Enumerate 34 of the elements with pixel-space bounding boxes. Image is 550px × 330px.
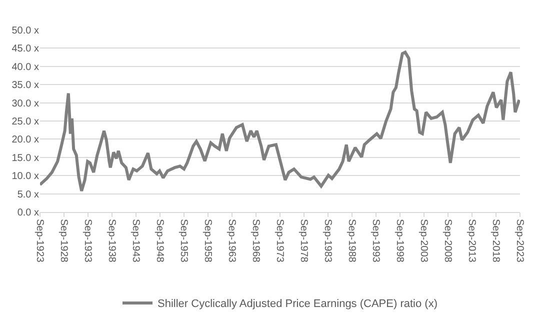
x-tick-label: Sep-2013 [466,219,477,263]
x-tick-label: Sep-1963 [226,219,237,263]
y-tick-label: 50.0 x [12,26,39,36]
y-tick-label: 25.0 x [12,116,39,128]
y-tick-label: 30.0 x [12,98,39,110]
y-tick-label: 45.0 x [12,44,39,55]
y-tick-label: 5.0 x [17,189,39,200]
x-tick-label: Sep-2003 [418,219,429,263]
line-series [40,50,520,192]
legend-label: Shiller Cyclically Adjusted Price Earnings (CAPE) ratio (x) [158,298,438,310]
x-tick-label: Sep-2018 [490,219,501,263]
x-tick-label: Sep-1978 [298,219,309,263]
x-tick-label: Sep-1958 [202,219,213,263]
x-tick-label: Sep-1998 [394,219,405,263]
x-tick-label: Sep-1988 [346,219,357,263]
x-tick-label: Sep-1993 [370,219,381,263]
x-tick-label: Sep-1953 [178,219,189,263]
x-tick-label: Sep-1983 [322,219,333,263]
x-tick-label: Sep-1948 [154,219,165,263]
y-tick-label: 35.0 x [12,80,39,92]
y-tick-label: 15.0 x [12,152,39,164]
y-tick-label: 20.0 x [12,134,39,146]
x-tick-label: Sep-1923 [34,219,45,263]
x-tick-label: Sep-2008 [442,219,453,263]
y-tick-label: 10.0 x [12,171,39,182]
x-tick-label: Sep-1968 [250,219,261,263]
x-tick-label: Sep-1973 [274,219,285,263]
x-tick-label: Sep-1933 [82,219,93,263]
y-tick-label: 0.0 x [17,208,39,218]
x-tick-label: Sep-2023 [514,219,525,263]
x-tick-label: Sep-1943 [130,219,141,263]
x-tick-label: Sep-1928 [58,219,69,263]
x-tick-label: Sep-1938 [106,219,117,263]
y-tick-label: 40.0 x [12,62,39,73]
